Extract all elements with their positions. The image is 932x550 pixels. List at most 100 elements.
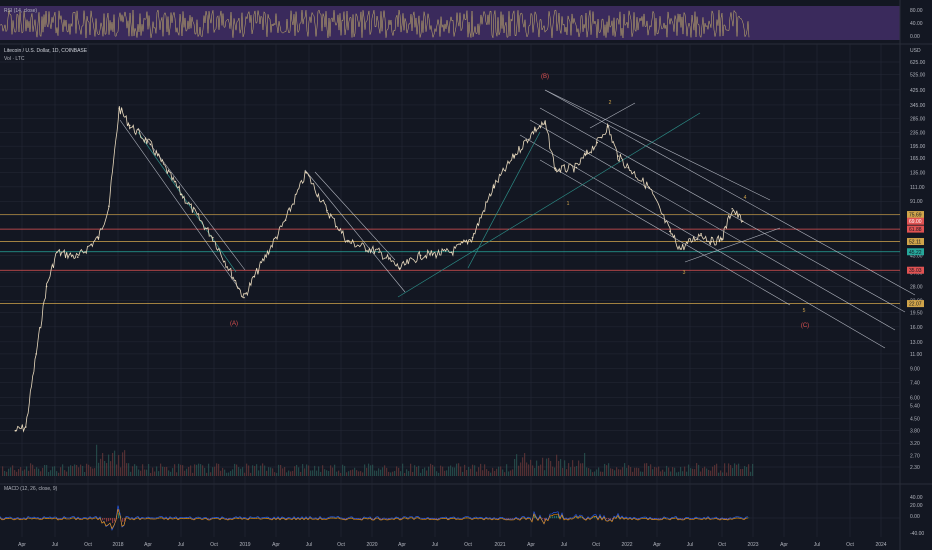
volume-bar [746, 466, 748, 476]
volume-bar [738, 463, 740, 476]
volume-bar [604, 463, 606, 476]
wave-label-5: 5 [803, 308, 806, 314]
y-tick-label: 135.00 [910, 171, 926, 177]
volume-bar [90, 466, 92, 476]
volume-bar [68, 466, 70, 476]
volume-bar [108, 454, 110, 476]
volume-bar [214, 466, 216, 476]
volume-bar [266, 470, 268, 476]
y-tick-label: 3.80 [910, 429, 920, 435]
macd-hist-bar [294, 517, 296, 519]
volume-bar [184, 470, 186, 476]
price-point [606, 125, 609, 128]
macd-hist-bar [266, 517, 268, 519]
price-point [347, 240, 349, 243]
volume-bar [740, 469, 742, 476]
macd-hist-bar [110, 518, 112, 521]
volume-bar [286, 472, 288, 476]
y-tick-label: 28.00 [910, 284, 923, 290]
macd-hist-bar [50, 517, 52, 519]
volume-bar [8, 468, 10, 476]
volume-bar [352, 469, 354, 476]
price-point [76, 256, 79, 258]
volume-bar [62, 464, 64, 476]
y-tick-label: 235.00 [910, 131, 926, 137]
volume-bar [472, 464, 474, 476]
volume-bar [74, 464, 76, 476]
macd-hist-bar [652, 518, 654, 519]
volume-bar [522, 457, 524, 476]
price-line [15, 105, 742, 433]
y-tick-label: 6.00 [910, 396, 920, 402]
macd-hist-bar [564, 518, 566, 519]
volume-bar [430, 463, 432, 476]
volume-bar [4, 470, 6, 476]
volume-bar [354, 467, 356, 476]
main-grid [0, 44, 900, 537]
volume-bar [76, 465, 78, 476]
price-point [14, 429, 17, 432]
price-point [35, 353, 37, 355]
volume-bar [548, 457, 550, 476]
y-tick-label: 7.40 [910, 381, 920, 387]
macd-hist-bar [228, 518, 230, 519]
volume-bar [456, 463, 458, 476]
volume-bar [12, 465, 14, 476]
macd-hist-bar [208, 518, 210, 519]
volume-bar [646, 463, 648, 476]
volume-bar [358, 471, 360, 476]
volume-bar [36, 467, 38, 476]
volume-bar [348, 471, 350, 476]
volume-bar [690, 468, 692, 476]
macd-hist-bar [372, 518, 374, 519]
volume-bar [436, 471, 438, 476]
volume-bar [268, 467, 270, 476]
price-point [669, 230, 671, 233]
y-tick-label: 5.40 [910, 403, 920, 409]
volume-bar [244, 472, 246, 476]
x-tick-label: Jul [814, 542, 820, 548]
volume-bar [486, 469, 488, 476]
volume-bar [88, 464, 90, 476]
macd-hist-bar [486, 517, 488, 519]
volume-bar [304, 468, 306, 476]
price-point [554, 169, 557, 171]
volume-bar [120, 467, 122, 476]
y-tick-label: 195.00 [910, 144, 926, 150]
volume-bar [270, 467, 272, 476]
volume-bar [362, 472, 364, 476]
volume-bar [702, 468, 704, 476]
volume-bar [236, 464, 238, 476]
volume-bar [578, 460, 580, 476]
macd-hist-bar [74, 517, 76, 519]
volume-bar [496, 468, 498, 476]
symbol-title: Litecoin / U.S. Dollar, 1D, COINBASE [4, 48, 88, 54]
volume-bar [224, 469, 226, 476]
volume-bar [342, 464, 344, 476]
volume-bar [196, 464, 198, 476]
volume-bars [2, 444, 754, 476]
price-axis: 625.00 525.00 425.00 345.00 285.00 235.00 195.… [910, 60, 926, 471]
volume-bar [560, 459, 562, 476]
volume-bar [130, 471, 132, 476]
volume-bar [598, 467, 600, 476]
y-tick-label: 625.00 [910, 60, 926, 66]
level-tag [907, 225, 924, 233]
volume-bar [664, 471, 666, 476]
volume-bar [652, 469, 654, 476]
volume-bar [346, 472, 348, 476]
volume-bar [14, 470, 16, 476]
volume-bar [318, 466, 320, 476]
volume-bar [480, 463, 482, 476]
volume-bar [350, 470, 352, 476]
volume-bar [466, 469, 468, 476]
macd-hist-bar [40, 518, 42, 519]
volume-bar [32, 464, 34, 476]
x-tick-label: Jul [306, 542, 312, 548]
volume-bar [364, 464, 366, 476]
macd-hist-bar [524, 517, 526, 519]
x-tick-label: Oct [84, 542, 92, 548]
macd-axis: 40.00 20.00 0.00 -40.00 [910, 495, 924, 537]
volume-bar [56, 471, 58, 476]
volume-bar [366, 467, 368, 476]
